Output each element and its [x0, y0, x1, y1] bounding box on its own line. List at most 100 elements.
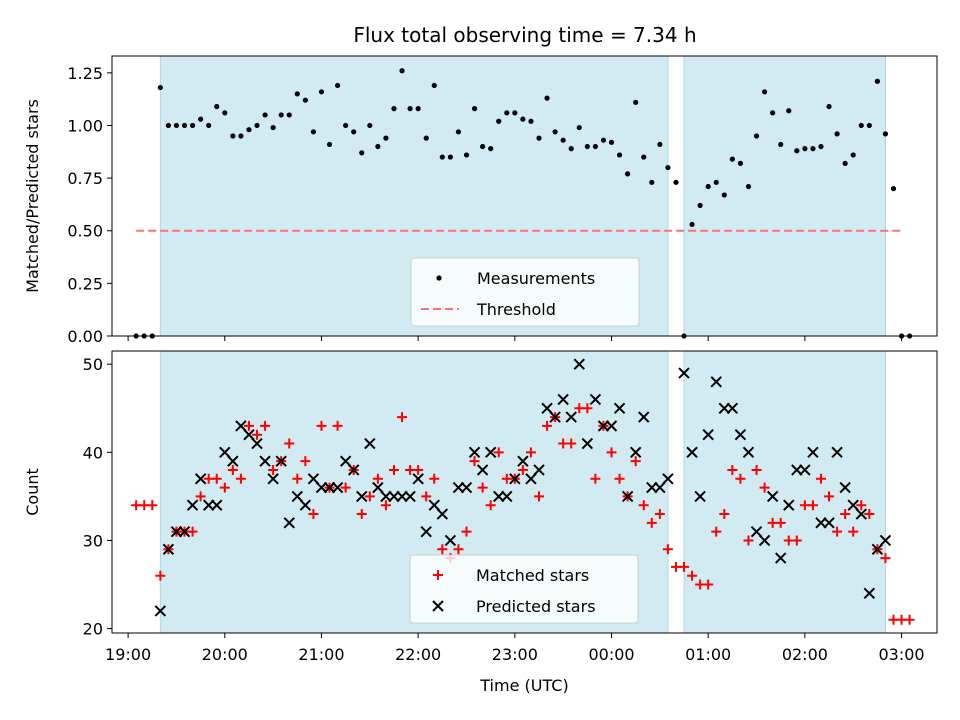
measurement-point [262, 112, 268, 118]
matched-star-point [219, 482, 230, 493]
predicted-star-point [476, 464, 489, 476]
measurement-point [641, 154, 647, 160]
predicted-star-point [420, 525, 432, 538]
predicted-star-point [783, 499, 795, 511]
measurement-point [254, 122, 260, 129]
measurement-point [697, 202, 703, 209]
predicted-star-point [460, 481, 473, 494]
matched-star-point [155, 570, 166, 581]
measurement-point [753, 133, 760, 139]
matched-star-point [517, 464, 528, 475]
matched-star-point [840, 509, 851, 520]
predicted-star-point [750, 525, 763, 538]
matched-star-point [195, 491, 206, 502]
legend-label: Predicted stars [476, 597, 596, 616]
axes-frame [111, 350, 938, 634]
matched-star-point [493, 447, 504, 458]
count-axes: 20 30 40 50 19:00 20:00 21:00 22:00 23:00 00:00 01… [23, 350, 938, 695]
y-tick-label: 0.75 [67, 169, 103, 188]
measurement-point [520, 116, 526, 122]
measurement-point [246, 127, 252, 133]
measurement-point [737, 160, 744, 166]
matched-star-point [751, 464, 762, 475]
measurement-point [294, 91, 300, 97]
predicted-star-point [710, 376, 722, 388]
matched-star-point [147, 500, 158, 511]
matched-star-point [646, 517, 657, 528]
matched-star-point [397, 412, 408, 423]
measurement-point [391, 106, 397, 112]
predicted-star-point [404, 490, 416, 503]
ratio-legend: Measurements Threshold [410, 257, 640, 327]
predicted-star-point [347, 464, 360, 476]
predicted-star-point [807, 446, 819, 459]
predicted-star-point [444, 534, 457, 547]
predicted-star-point [589, 393, 602, 406]
y-tick-label: 0.25 [67, 274, 103, 293]
predicted-star-point [484, 446, 497, 459]
measurement-point [439, 154, 445, 160]
matched-star-point [292, 473, 303, 484]
predicted-star-point [162, 543, 175, 555]
measurement-point [576, 124, 582, 131]
measurement-point [375, 143, 381, 150]
predicted-star-point [863, 587, 876, 600]
measurement-point [874, 78, 880, 84]
measurement-point [326, 141, 333, 148]
measurement-point [794, 148, 800, 154]
matched-star-point [864, 509, 875, 520]
predicted-star-point [436, 508, 449, 520]
measurement-point [343, 122, 349, 129]
predicted-star-point [855, 508, 867, 520]
measurement-point [278, 112, 284, 118]
matched-star-point [211, 473, 222, 484]
chart-title: Flux total observing time = 7.34 h [353, 23, 696, 47]
predicted-star-point [525, 473, 537, 485]
y-tick-label: 0.00 [67, 327, 103, 346]
predicted-star-point [275, 455, 287, 467]
measurement-point [673, 179, 679, 185]
measurement-point [488, 146, 494, 152]
matched-star-point [308, 509, 319, 520]
predicted-star-point [557, 393, 569, 406]
matched-star-point [364, 491, 375, 502]
matched-star-point [300, 456, 311, 467]
matched-star-point [421, 491, 432, 502]
y-tick-label: 1.00 [67, 116, 103, 135]
measurement-point [616, 152, 623, 158]
measurement-point [214, 103, 220, 110]
matched-star-point [437, 544, 448, 555]
measurement-point [842, 160, 848, 166]
ratio-axes: 0.00 0.25 0.50 0.75 1.00 1.25 Matched/Predicte… [23, 55, 938, 346]
observing-interval [684, 351, 886, 633]
measurement-point [568, 146, 574, 152]
predicted-star-point [629, 446, 642, 459]
matched-star-point [332, 420, 343, 431]
measurement-point [608, 139, 615, 145]
matched-star-point [413, 464, 424, 475]
measurement-point [633, 99, 639, 105]
predicted-star-point [847, 499, 859, 511]
matched-star-point [904, 614, 915, 625]
matched-star-point [719, 509, 730, 520]
predicted-star-point [823, 517, 835, 529]
predicted-star-point [243, 429, 255, 441]
matched-star-point [566, 438, 577, 449]
predicted-star-point [227, 455, 239, 467]
predicted-star-point [211, 499, 223, 511]
measurement-point [189, 122, 196, 129]
matched-star-point [832, 526, 843, 537]
predicted-star-point [654, 481, 666, 494]
matched-star-point [380, 500, 391, 511]
legend-marker-dot [436, 275, 442, 281]
y-axis-label: Count [23, 468, 42, 516]
legend-marker-x [432, 600, 444, 612]
predicted-star-point [178, 525, 191, 538]
measurement-point [745, 183, 752, 190]
y-tick-label: 50 [83, 355, 103, 374]
matched-star-point [880, 553, 891, 564]
matched-star-point [534, 491, 545, 502]
predicted-star-point [702, 429, 714, 441]
measurement-point [866, 122, 872, 129]
